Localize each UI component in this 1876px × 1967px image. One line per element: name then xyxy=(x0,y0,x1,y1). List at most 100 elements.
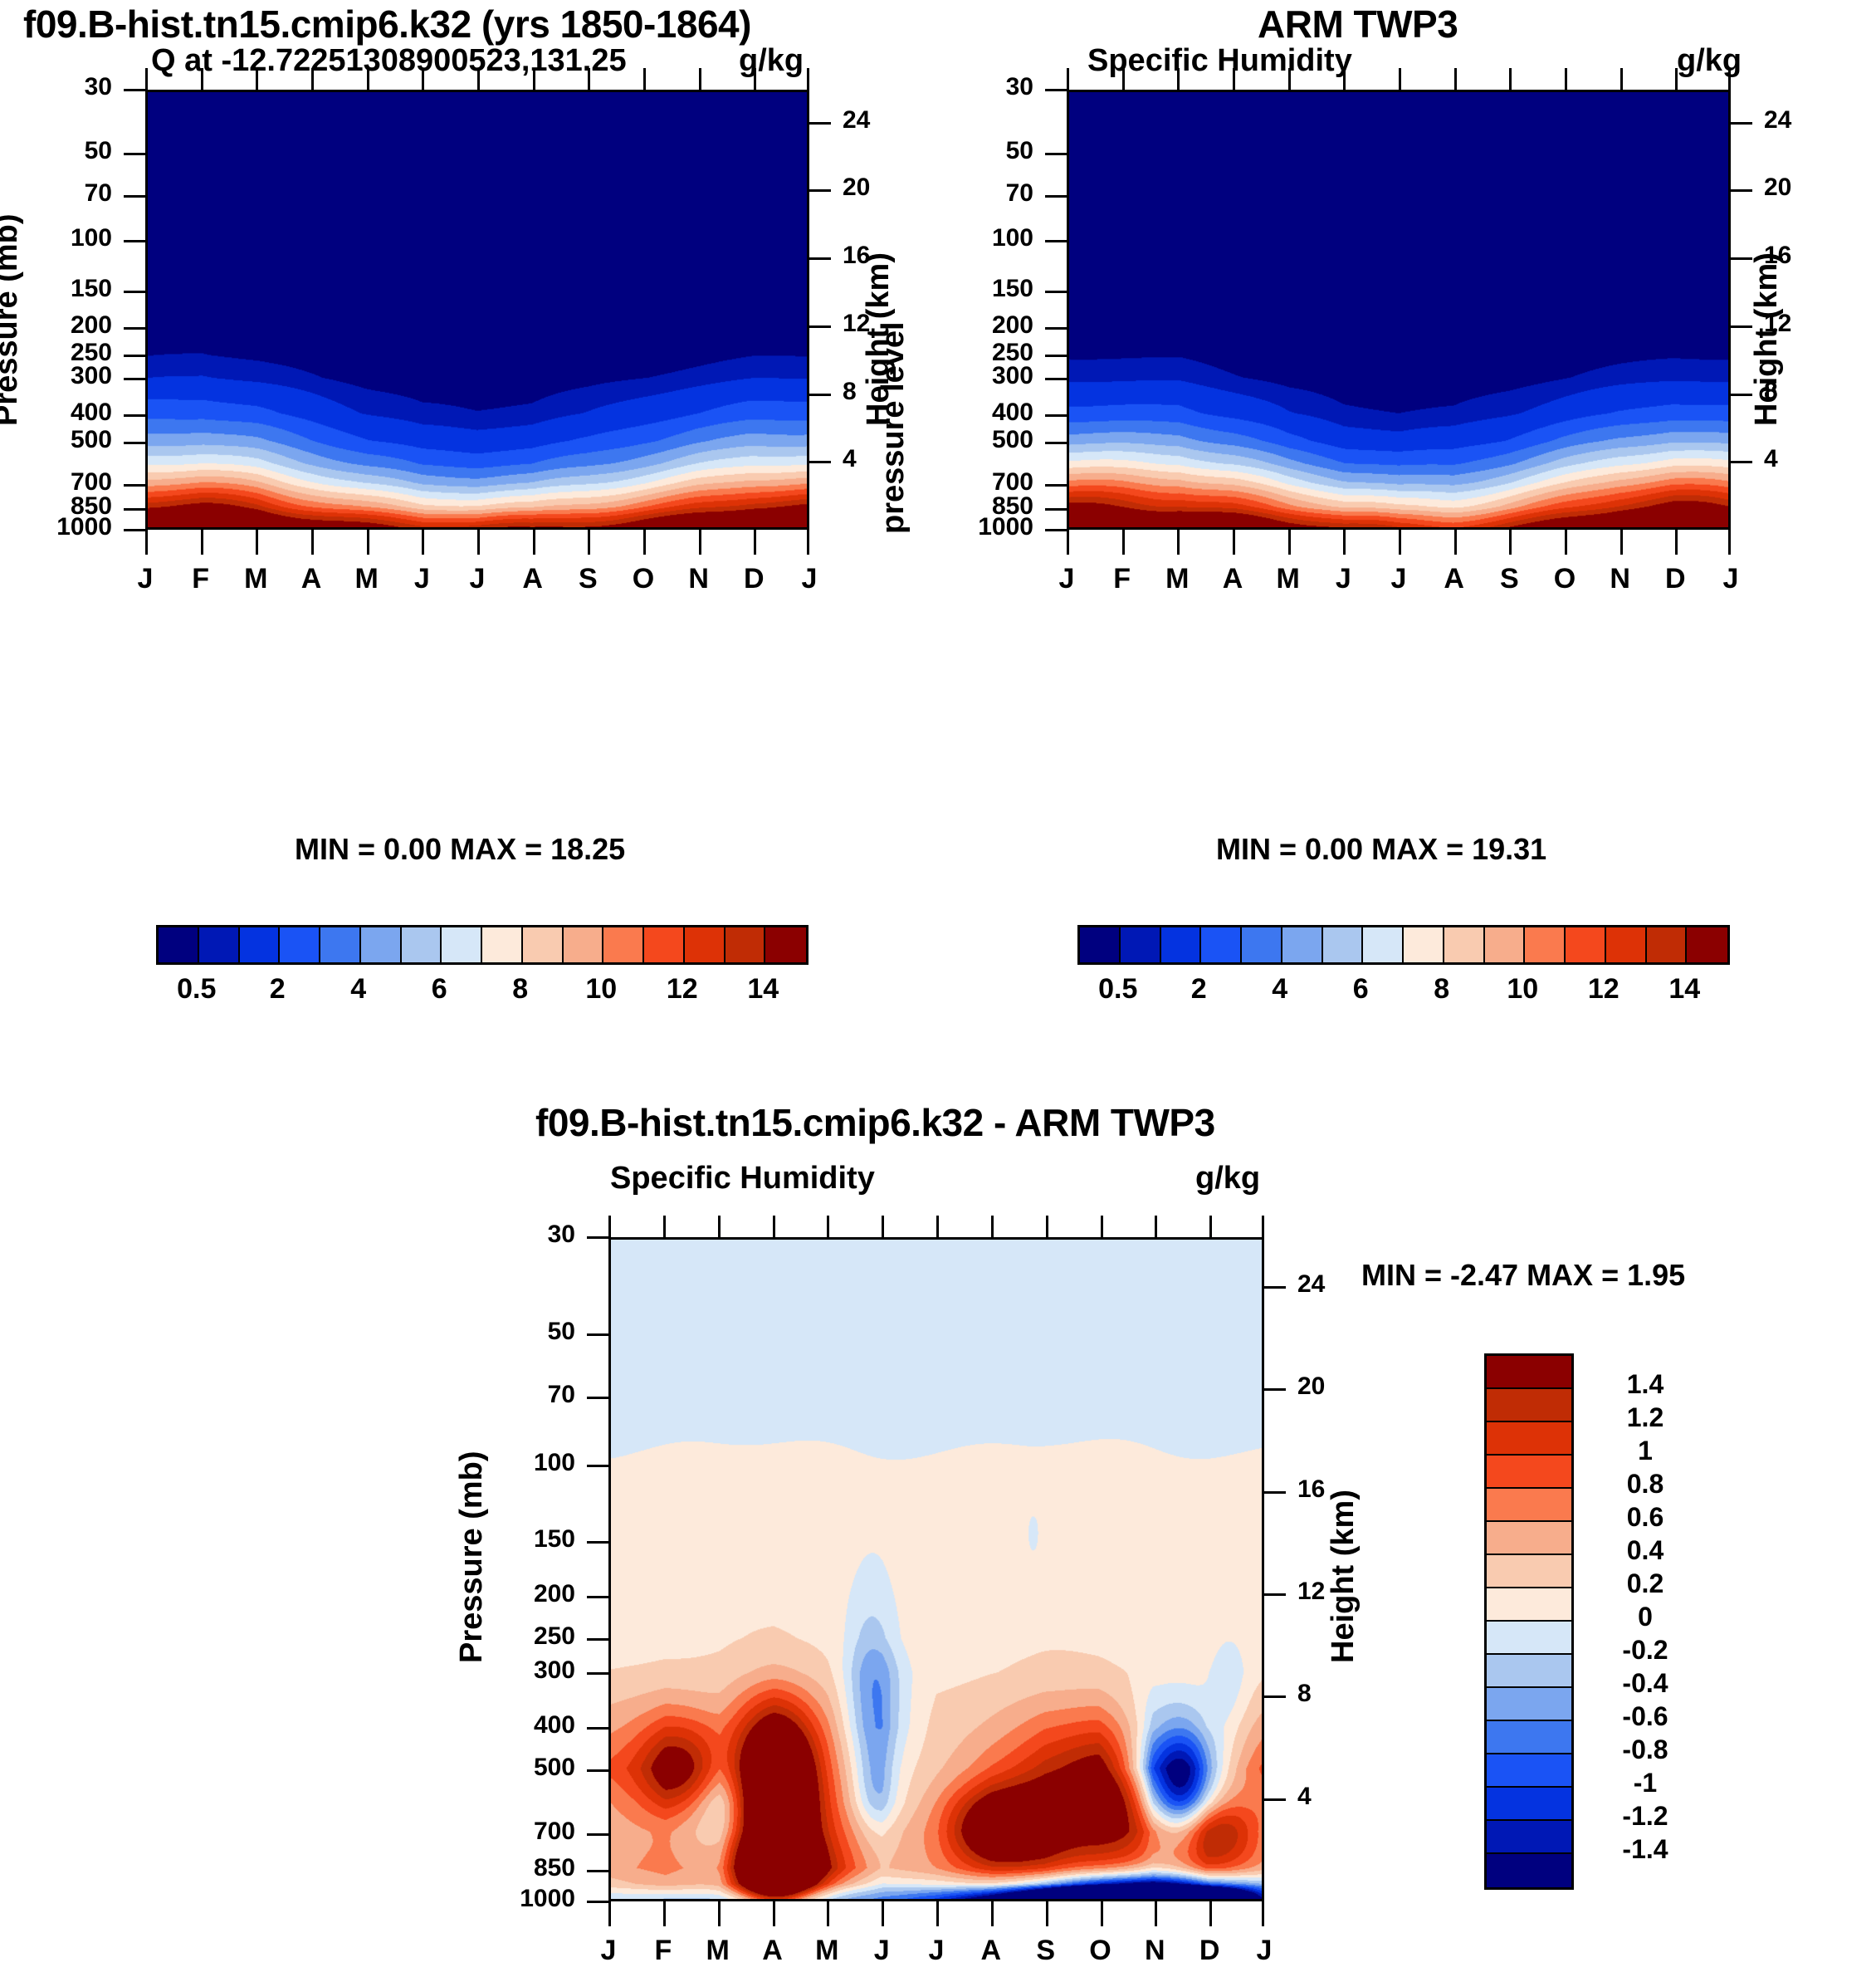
month-tick-bottom xyxy=(1121,530,1125,555)
month-label: N xyxy=(1145,1935,1165,1966)
month-tick-bottom xyxy=(1045,1901,1048,1926)
month-tick-bottom xyxy=(754,530,757,555)
height-tick-label: 24 xyxy=(1764,105,1792,134)
height-tick xyxy=(1731,121,1752,125)
month-label: J xyxy=(928,1935,945,1966)
month-label: A xyxy=(522,563,543,595)
pressure-tick-label: 250 xyxy=(991,339,1033,367)
month-label: S xyxy=(1499,563,1519,595)
diff-contour-canvas xyxy=(611,1240,1262,1899)
pressure-tick xyxy=(587,1333,608,1336)
colorbar-swatch xyxy=(1687,927,1727,962)
pressure-tick xyxy=(124,89,145,91)
month-tick-top xyxy=(366,68,369,90)
month-label: J xyxy=(1058,563,1075,595)
pressure-tick-label: 400 xyxy=(533,1710,575,1739)
pressure-tick-label: 150 xyxy=(533,1525,575,1554)
model-panel-title: f09.B-hist.tn15.cmip6.k32 (yrs 1850-1864… xyxy=(23,2,751,46)
model-contour-canvas xyxy=(148,92,807,527)
month-tick-bottom xyxy=(1067,530,1069,555)
obs-panel-title: ARM TWP3 xyxy=(1258,2,1458,46)
height-tick-label: 8 xyxy=(843,377,857,405)
month-tick-top xyxy=(1728,68,1731,90)
colorbar-swatch xyxy=(280,927,320,962)
height-tick-label: 20 xyxy=(1764,174,1792,202)
obs-minmax: MIN = 0.00 MAX = 19.31 xyxy=(1216,832,1547,866)
month-label: D xyxy=(1665,563,1686,595)
pressure-tick xyxy=(587,1769,608,1772)
diff-colorbar[interactable] xyxy=(1484,1353,1574,1890)
pressure-tick xyxy=(587,1726,608,1730)
month-label: O xyxy=(1089,1935,1111,1966)
pressure-tick-label: 300 xyxy=(70,362,112,390)
colorbar-swatch xyxy=(1444,927,1485,962)
colorbar-tick-label: 14 xyxy=(747,973,779,1005)
month-tick-top xyxy=(1155,1216,1158,1237)
pressure-tick xyxy=(587,1595,608,1598)
pressure-tick xyxy=(1045,508,1067,511)
month-tick-top xyxy=(1620,68,1623,90)
colorbar-swatch xyxy=(603,927,644,962)
month-tick-bottom xyxy=(532,530,535,555)
colorbar-swatch xyxy=(1487,1622,1571,1655)
colorbar-tick-label: 12 xyxy=(1587,973,1620,1005)
month-tick-top xyxy=(1453,68,1457,90)
colorbar-swatch xyxy=(198,927,240,962)
height-tick-label: 12 xyxy=(1764,309,1792,337)
month-tick-top xyxy=(1565,68,1567,90)
diff-plot-area[interactable] xyxy=(608,1237,1264,1901)
month-tick-top xyxy=(717,1216,721,1237)
month-label: F xyxy=(1113,563,1131,595)
pressure-tick-label: 50 xyxy=(1005,137,1033,165)
month-label: S xyxy=(1036,1935,1055,1966)
height-tick-label: 20 xyxy=(1297,1372,1326,1401)
month-tick-bottom xyxy=(1209,1901,1213,1926)
height-tick xyxy=(1731,325,1752,328)
pressure-tick-label: 400 xyxy=(991,398,1033,426)
colorbar-swatch xyxy=(1120,927,1161,962)
height-tick-label: 8 xyxy=(1764,377,1778,405)
diff-subtitle-units: g/kg xyxy=(1195,1161,1261,1196)
colorbar-swatch xyxy=(1282,927,1323,962)
month-tick-bottom xyxy=(477,530,480,555)
month-tick-bottom xyxy=(1155,1901,1158,1926)
obs-plot-area[interactable] xyxy=(1067,90,1731,530)
colorbar-tick-label: 0.2 xyxy=(1626,1568,1664,1598)
model-plot-area[interactable] xyxy=(145,90,809,530)
pressure-tick-label: 150 xyxy=(70,275,112,303)
colorbar-tick-label: -0.4 xyxy=(1622,1668,1668,1698)
month-label: J xyxy=(873,1935,890,1966)
model-colorbar[interactable] xyxy=(156,925,809,965)
height-tick-label: 24 xyxy=(1297,1270,1326,1299)
month-label: J xyxy=(801,563,818,595)
month-tick-top xyxy=(1343,68,1346,90)
pressure-tick-label: 30 xyxy=(84,73,112,100)
colorbar-swatch xyxy=(1404,927,1444,962)
obs-colorbar[interactable] xyxy=(1077,925,1730,965)
month-tick-top xyxy=(1209,1216,1213,1237)
pressure-tick xyxy=(124,291,145,294)
pressure-tick xyxy=(587,1541,608,1544)
month-label: A xyxy=(1222,563,1243,595)
colorbar-tick-label: 1.4 xyxy=(1626,1369,1664,1399)
month-label: O xyxy=(632,563,655,595)
pressure-tick-label: 200 xyxy=(533,1579,575,1607)
month-tick-bottom xyxy=(608,1901,611,1926)
colorbar-swatch xyxy=(1487,1356,1571,1389)
pressure-tick xyxy=(1045,195,1067,198)
obs-contour-canvas xyxy=(1069,92,1728,527)
month-label: J xyxy=(1335,563,1351,595)
colorbar-tick-label: 12 xyxy=(666,973,698,1005)
pressure-tick xyxy=(124,195,145,198)
height-tick xyxy=(809,257,831,261)
colorbar-swatch xyxy=(522,927,564,962)
height-tick xyxy=(1731,257,1752,261)
month-tick-bottom xyxy=(1399,530,1401,555)
pressure-tick-label: 100 xyxy=(991,223,1033,252)
month-tick-bottom xyxy=(145,530,148,555)
pressure-tick-label: 250 xyxy=(70,339,112,367)
pressure-tick xyxy=(587,1637,608,1641)
pressure-tick xyxy=(124,442,145,445)
colorbar-tick-label: 1 xyxy=(1638,1436,1653,1465)
month-tick-top xyxy=(1399,68,1401,90)
